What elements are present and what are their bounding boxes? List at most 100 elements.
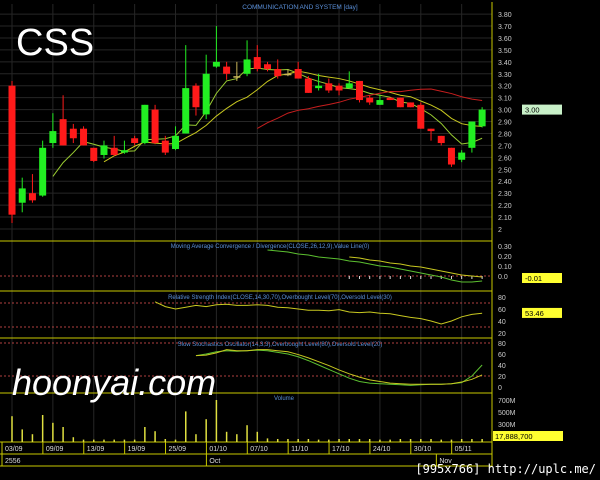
stochastic-tick-label: 60 — [498, 352, 506, 359]
last-price-label: 3.00 — [525, 106, 540, 115]
candle-body — [120, 150, 128, 153]
price-tick-label: 3.40 — [498, 60, 512, 67]
price-tick-label: 3.20 — [498, 84, 512, 91]
volume-value-box — [493, 431, 563, 441]
volume-value-label: 17,888,700 — [495, 432, 533, 441]
price-tick-label: 2.60 — [498, 155, 512, 162]
price-tick-label: 3.10 — [498, 96, 512, 103]
candle-body — [223, 66, 231, 74]
price-tick-label: 2.70 — [498, 143, 512, 150]
price-tick-label: 2.50 — [498, 167, 512, 174]
candle-body — [110, 147, 118, 155]
candle-body — [335, 85, 343, 91]
candle-body — [80, 128, 88, 146]
price-tick-label: 2.40 — [498, 179, 512, 186]
moving-average-long-line — [257, 88, 483, 129]
candle-body — [315, 85, 323, 89]
candle-body — [304, 78, 312, 93]
candle-body — [396, 97, 404, 108]
price-tick-label: 2.90 — [498, 120, 512, 127]
candle-body — [202, 73, 210, 115]
price-tick-label: 2.80 — [498, 131, 512, 138]
candle-body — [28, 193, 36, 201]
candle-body — [8, 85, 16, 215]
rsi-tick-label: 20 — [498, 331, 506, 338]
last-price-box — [522, 104, 562, 115]
candle-body — [192, 85, 200, 108]
candle-body — [69, 128, 77, 139]
candle-body — [417, 104, 425, 129]
candle-body — [478, 109, 486, 127]
candle-body — [172, 135, 180, 150]
rsi-line — [154, 301, 483, 325]
date-tick-label: 30/10 — [414, 446, 432, 453]
rsi-value-label: 53.46 — [525, 309, 544, 318]
price-tick-label: 3.50 — [498, 48, 512, 55]
candle-body — [233, 76, 241, 78]
candle-body — [355, 80, 363, 101]
price-tick-label: 3.60 — [498, 36, 512, 43]
rsi-value-box — [522, 307, 562, 318]
macd-signal-line — [349, 256, 483, 278]
stochastic-tick-label: 0 — [498, 385, 502, 392]
candle-body — [468, 121, 476, 148]
chart-title: COMMUNICATION AND SYSTEM [day] — [242, 4, 358, 11]
candle-body — [253, 57, 261, 70]
date-tick-label: 05/11 — [455, 446, 472, 453]
candle-body — [151, 109, 159, 144]
price-tick-label: 3.00 — [498, 108, 512, 115]
date-tick-label: 25/09 — [169, 446, 187, 453]
rsi-tick-label: 60 — [498, 307, 506, 314]
date-tick-label: 11/10 — [291, 446, 308, 453]
stochastic-d-line — [195, 349, 483, 385]
stochastic-tick-label: 80 — [498, 341, 506, 348]
site-watermark: hoonyai.com — [12, 362, 217, 403]
candle-body — [161, 140, 169, 153]
candle-body — [141, 104, 149, 144]
volume-tick-label: 700M — [498, 398, 516, 405]
candle-body — [366, 97, 374, 103]
rsi-tick-label: 40 — [498, 319, 506, 326]
rsi-tick-label: 80 — [498, 295, 506, 302]
candle-body — [131, 138, 139, 144]
date-tick-label: 24/10 — [373, 446, 391, 453]
candle-body — [18, 188, 26, 203]
macd-tick-label: 0.20 — [498, 254, 512, 261]
period-label: Oct — [209, 458, 220, 465]
date-tick-label: 01/10 — [209, 446, 227, 453]
price-tick-label: 3.30 — [498, 72, 512, 79]
price-tick-label: 3.70 — [498, 24, 512, 31]
image-host-tag: [995x766] http://uplc.me/ — [415, 462, 596, 476]
moving-average-mid-line — [103, 70, 483, 163]
stochastic-tick-label: 40 — [498, 363, 506, 370]
candle-body — [386, 97, 394, 101]
date-tick-label: 19/09 — [128, 446, 146, 453]
rsi-title: Relative Strength Index(CLOSE,14,30,70),… — [168, 295, 392, 301]
macd-tick-label: 0.10 — [498, 264, 512, 271]
price-tick-label: 3.80 — [498, 12, 512, 19]
price-tick-label: 2 — [498, 227, 502, 234]
macd-value-box — [522, 273, 562, 283]
volume-title: Volume — [274, 396, 295, 402]
candle-body — [100, 145, 108, 155]
candle-body — [427, 128, 435, 132]
candle-body — [294, 69, 302, 79]
candle-body — [376, 100, 384, 105]
price-tick-label: 2.30 — [498, 191, 512, 198]
stochastic-title: Slow Stochastics Oscillator(14,3,3),Over… — [178, 342, 383, 348]
candle-body — [274, 69, 282, 77]
date-tick-label: 13/09 — [87, 446, 105, 453]
period-label: 2556 — [5, 458, 21, 465]
candle-body — [345, 83, 353, 89]
period-label: Nov — [439, 458, 452, 465]
candle-body — [39, 147, 47, 196]
candle-body — [182, 88, 190, 134]
macd-tick-label: 0.0 — [498, 274, 508, 281]
candle-body — [325, 83, 333, 91]
date-tick-label: 03/09 — [5, 446, 23, 453]
candle-body — [264, 64, 271, 70]
candle-body — [90, 147, 98, 161]
price-tick-label: 2.10 — [498, 215, 512, 222]
